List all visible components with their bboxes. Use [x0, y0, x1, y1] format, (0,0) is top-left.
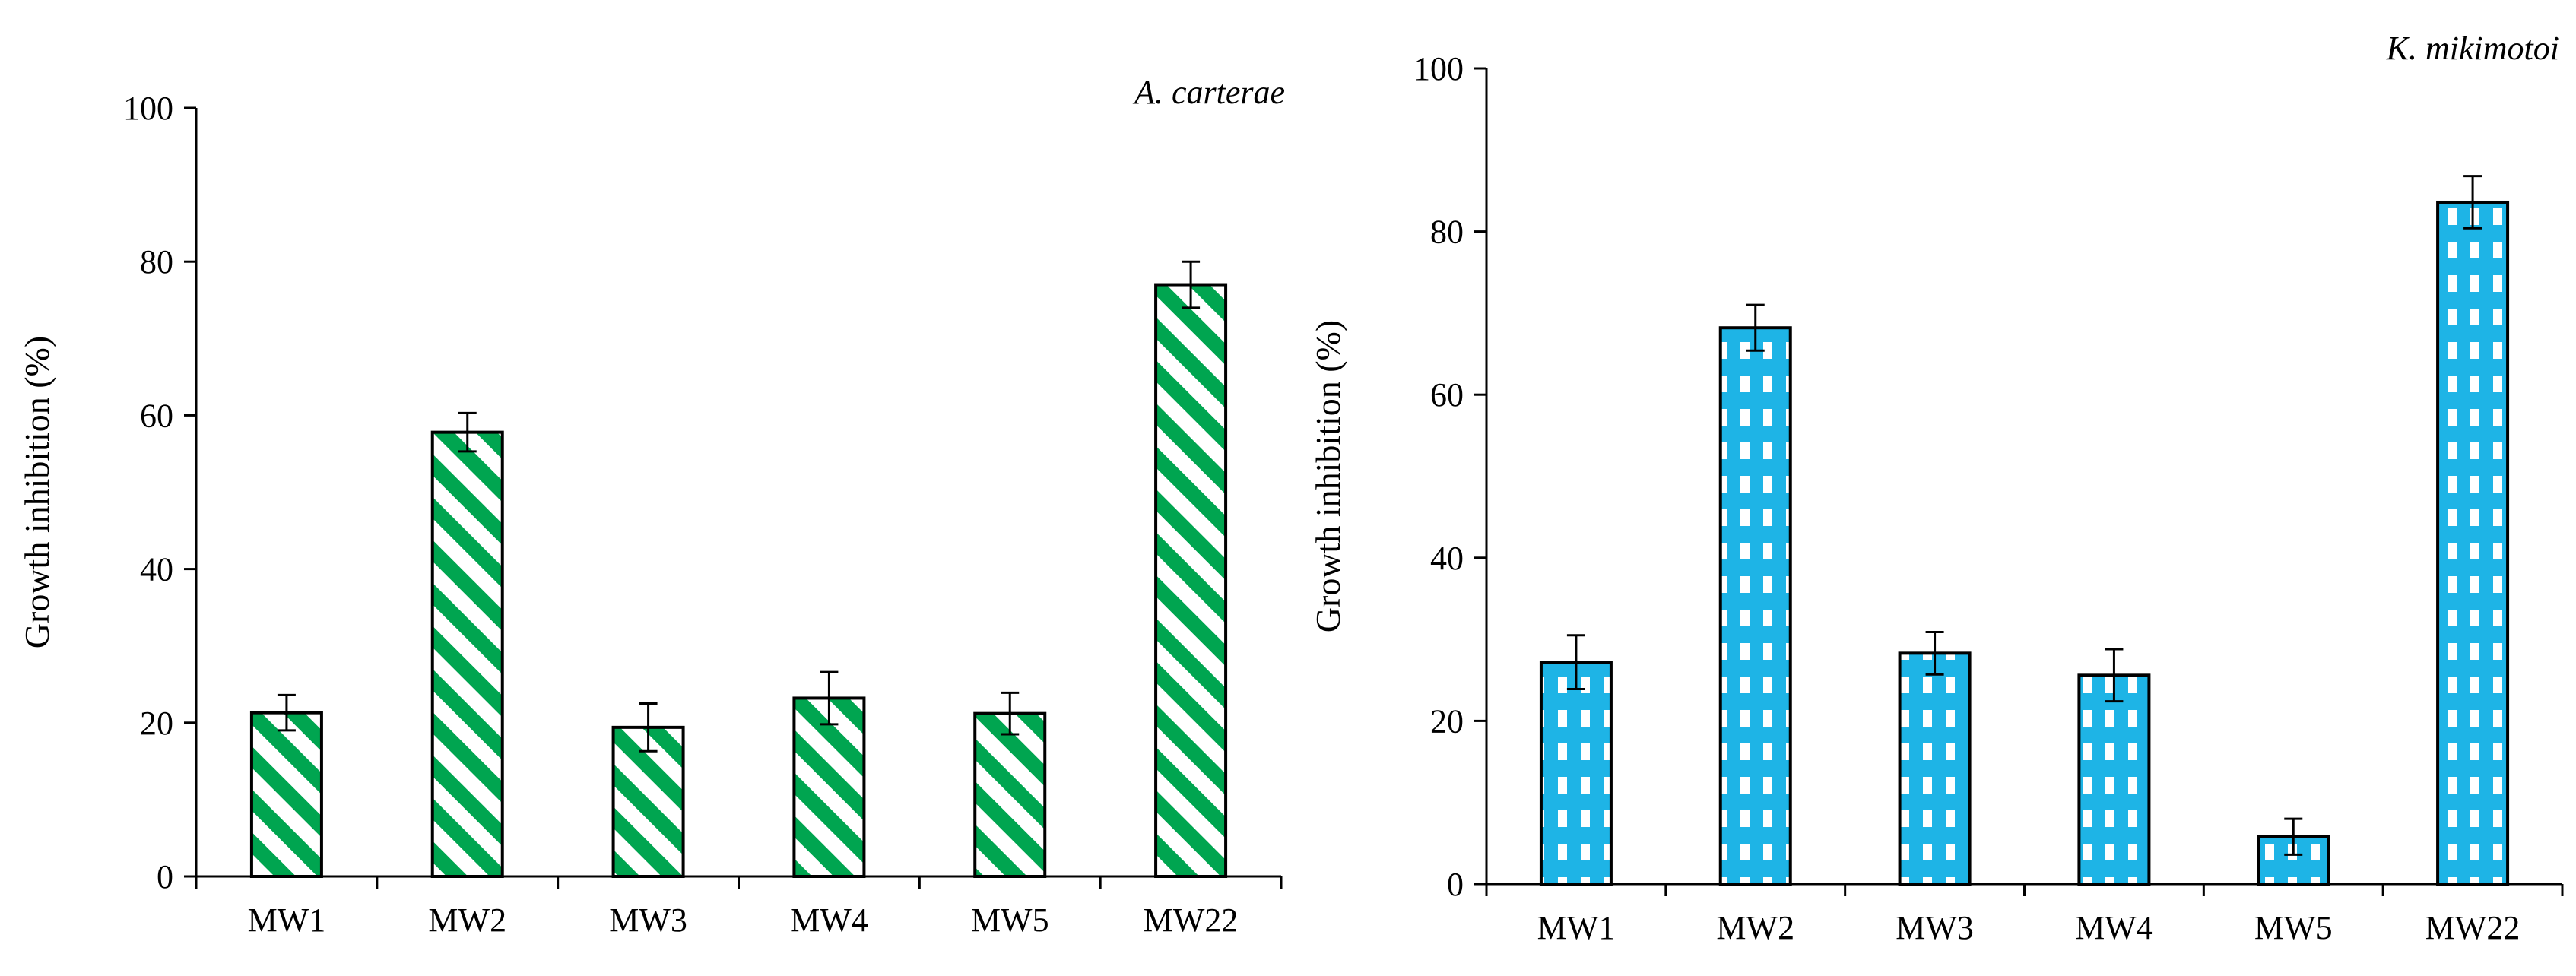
- bar-mw1: [1539, 661, 1613, 886]
- error-bar-mw3: [639, 702, 658, 753]
- y-tick-label: 0: [1447, 866, 1464, 903]
- bar-mw22: [1154, 283, 1228, 878]
- panel-title: K. mikimotoi: [2386, 30, 2559, 67]
- x-tick-label-mw1: MW1: [248, 902, 326, 939]
- error-bar-mw4: [2105, 648, 2124, 703]
- error-bar-mw22: [1182, 260, 1201, 309]
- x-tick-label-mw3: MW3: [1896, 909, 1974, 946]
- bar-mw22: [2436, 200, 2510, 886]
- y-axis-k-mikimotoi: 0 20 40 60 80 100: [1413, 50, 1488, 903]
- y-tick-label: 80: [1430, 214, 1464, 251]
- panel-title: A. carterae: [1132, 74, 1285, 111]
- x-tick-label-mw5: MW5: [971, 902, 1049, 939]
- y-tick-label: 40: [1430, 540, 1464, 577]
- y-axis-title: Growth inhibition (%): [17, 336, 56, 648]
- y-tick-label: 80: [140, 243, 173, 280]
- x-tick-label-mw22: MW22: [1144, 902, 1239, 939]
- bar-mw2: [1718, 326, 1792, 886]
- error-bar-mw4: [820, 670, 839, 726]
- x-tick-label-mw4: MW4: [790, 902, 868, 939]
- bar-mw4: [2077, 673, 2151, 886]
- error-bar-mw22: [2463, 175, 2482, 230]
- y-tick-label: 100: [123, 90, 173, 127]
- chart-panel-k-mikimotoi: 0 20 40 60 80 100 MW1 MW2 MW3 MW4 MW5 MW22 Growth …: [1309, 30, 2564, 946]
- y-axis-title: Growth inhibition (%): [1309, 320, 1347, 632]
- error-bar-mw1: [1566, 634, 1585, 691]
- bar-mw1: [249, 711, 323, 878]
- y-tick-label: 100: [1413, 50, 1464, 87]
- bars-k-mikimotoi: [1539, 175, 2510, 886]
- y-tick-label: 60: [1430, 376, 1464, 414]
- bar-mw5: [973, 711, 1047, 879]
- x-axis-a-carterae: MW1 MW2 MW3 MW4 MW5 MW22: [195, 875, 1283, 939]
- x-tick-label-mw2: MW2: [428, 902, 506, 939]
- x-tick-label-mw3: MW3: [609, 902, 687, 939]
- bar-mw4: [792, 696, 866, 878]
- y-tick-label: 0: [157, 858, 173, 895]
- y-axis-a-carterae: 0 20 40 60 80 100: [123, 90, 198, 895]
- error-bar-mw3: [1925, 630, 1944, 676]
- error-bar-mw2: [1746, 303, 1765, 352]
- y-tick-label: 40: [140, 551, 173, 588]
- x-tick-label-mw1: MW1: [1537, 909, 1616, 946]
- x-axis-k-mikimotoi: MW1 MW2 MW3 MW4 MW5 MW22: [1485, 883, 2564, 946]
- error-bar-mw5: [2284, 817, 2303, 856]
- error-bar-mw5: [1001, 691, 1020, 736]
- x-tick-label-mw2: MW2: [1716, 909, 1794, 946]
- x-tick-label-mw4: MW4: [2075, 909, 2153, 946]
- chart-panel-a-carterae: 0 20 40 60 80 100 MW1 MW2 MW3 MW4 MW5 MW22 Growth …: [17, 74, 1285, 939]
- x-tick-label-mw5: MW5: [2254, 909, 2333, 946]
- bar-mw2: [430, 430, 504, 878]
- y-tick-label: 20: [140, 705, 173, 742]
- y-tick-label: 60: [140, 397, 173, 434]
- bar-mw3: [1898, 651, 1972, 886]
- y-tick-label: 20: [1430, 702, 1464, 740]
- error-bar-mw1: [277, 693, 296, 732]
- error-bar-mw2: [458, 411, 477, 453]
- bars-a-carterae: [249, 260, 1228, 879]
- x-tick-label-mw22: MW22: [2425, 909, 2520, 946]
